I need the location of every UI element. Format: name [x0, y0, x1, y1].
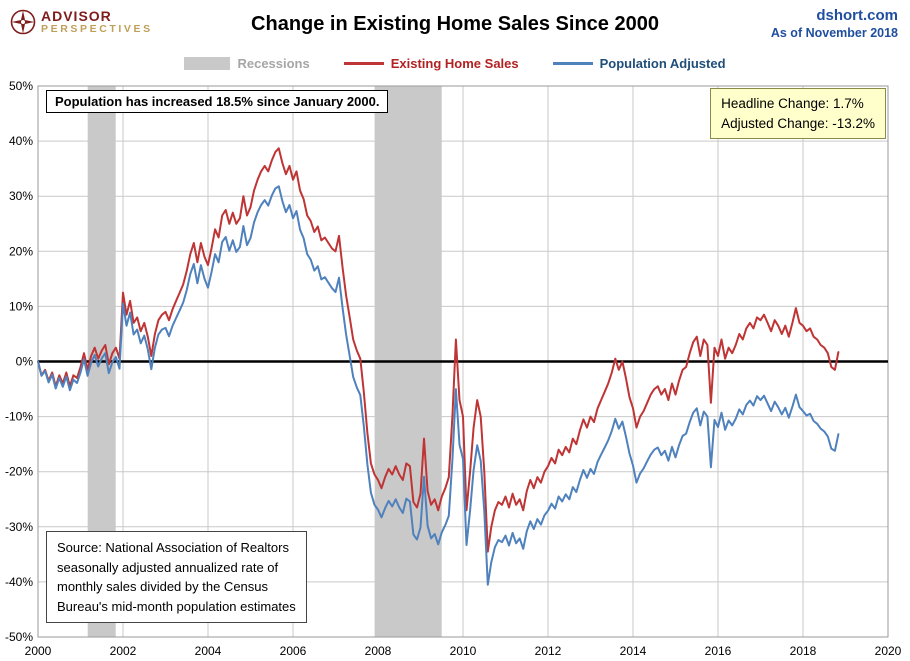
legend-item-existing-home-sales: Existing Home Sales: [343, 55, 519, 71]
source-note: Source: National Association of Realtors…: [46, 531, 307, 623]
x-axis-tick-label: 2010: [450, 644, 477, 658]
x-axis-tick-label: 2020: [875, 644, 902, 658]
y-axis-tick-label: 10%: [9, 299, 33, 313]
y-axis-tick-label: 50%: [9, 79, 33, 93]
adjusted-change: Adjusted Change: -13.2%: [721, 115, 875, 131]
legend-item-recessions: Recessions: [184, 55, 310, 71]
legend-label-recessions: Recessions: [237, 55, 310, 71]
population-note: Population has increased 18.5% since Jan…: [46, 90, 389, 113]
series-line-existing-home-sales: [37, 147, 840, 553]
y-axis-tick-label: 40%: [9, 134, 33, 148]
page-title: Change in Existing Home Sales Since 2000: [251, 13, 659, 35]
source-line: Source: National Association of Realtors: [57, 540, 289, 555]
x-axis-tick-label: 2018: [790, 644, 817, 658]
y-axis-tick-label: -20%: [5, 465, 33, 479]
y-axis-tick-label: -30%: [5, 520, 33, 534]
series-line-population-adjusted: [37, 185, 840, 586]
compass-icon: [10, 9, 36, 35]
y-axis-tick-label: 30%: [9, 189, 33, 203]
y-axis-tick-label: -50%: [5, 630, 33, 644]
advisor-perspectives-logo: ADVISOR PERSPECTIVES: [10, 9, 153, 35]
site-name: dshort.com: [816, 7, 898, 24]
headline-change-box: Headline Change: 1.7% Adjusted Change: -…: [710, 88, 886, 140]
red-line-swatch: [343, 61, 384, 65]
x-axis-tick-label: 2008: [365, 644, 392, 658]
legend-label-population-adjusted: Population Adjusted: [599, 55, 726, 71]
blue-line-swatch: [552, 61, 593, 65]
x-axis-tick-label: 2006: [280, 644, 307, 658]
as-of-date: As of November 2018: [770, 26, 898, 40]
site-attribution: dshort.com As of November 2018: [771, 7, 898, 40]
y-axis-tick-label: 0%: [16, 355, 34, 369]
source-line: Bureau's mid-month population estimates: [57, 598, 296, 614]
x-axis-tick-label: 2000: [25, 644, 52, 658]
y-axis-tick-label: -40%: [5, 575, 33, 589]
chart-legend: Recessions Existing Home Sales Populatio…: [0, 53, 910, 73]
source-line: monthly sales divided by the Census: [57, 579, 269, 594]
legend-label-existing-home-sales: Existing Home Sales: [390, 55, 519, 71]
x-axis-tick-label: 2004: [195, 644, 222, 658]
y-axis-tick-label: -10%: [5, 410, 33, 424]
x-axis-tick-label: 2016: [705, 644, 732, 658]
logo-advisor-text: ADVISOR: [41, 8, 112, 25]
recession-swatch: [184, 56, 231, 70]
headline-change: Headline Change: 1.7%: [721, 96, 864, 111]
legend-item-population-adjusted: Population Adjusted: [552, 55, 726, 71]
source-line: seasonally adjusted annualized rate of: [57, 559, 279, 575]
x-axis-tick-label: 2012: [535, 644, 562, 658]
x-axis-tick-label: 2002: [110, 644, 137, 658]
y-axis-tick-label: 20%: [9, 244, 33, 258]
x-axis-tick-label: 2014: [620, 644, 647, 658]
logo-perspectives-text: PERSPECTIVES: [41, 22, 153, 35]
